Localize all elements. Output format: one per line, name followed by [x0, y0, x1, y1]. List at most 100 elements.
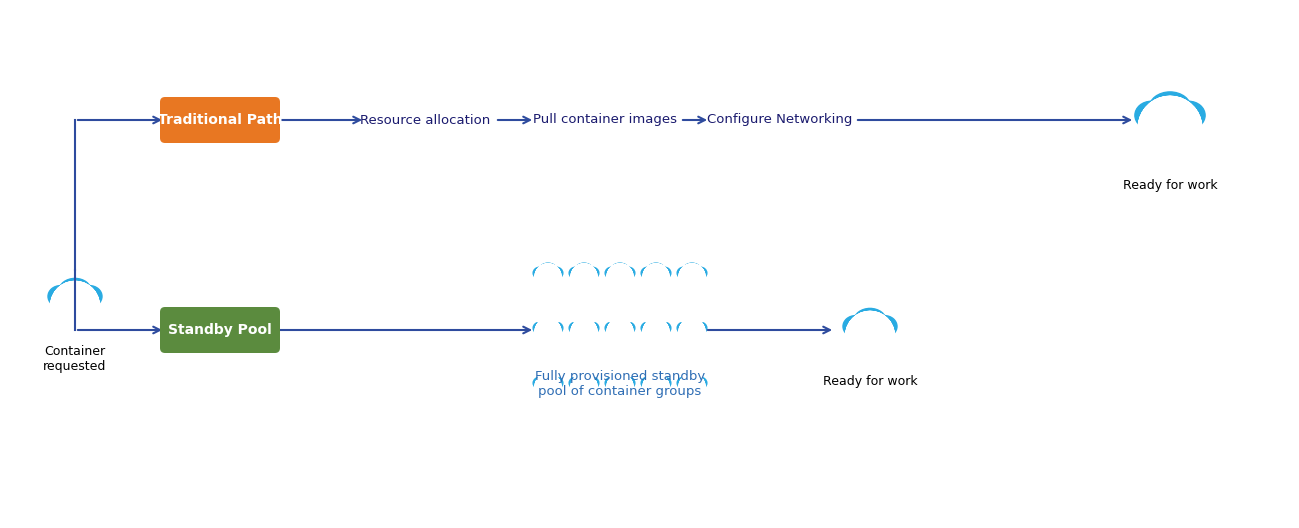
Ellipse shape: [683, 263, 701, 277]
Ellipse shape: [609, 327, 631, 343]
Ellipse shape: [569, 267, 583, 279]
FancyBboxPatch shape: [577, 348, 591, 358]
Ellipse shape: [611, 318, 629, 332]
Ellipse shape: [573, 382, 595, 398]
Bar: [1144, 131, 1196, 150]
Bar: [691, 332, 694, 337]
Ellipse shape: [646, 272, 666, 288]
Text: Ready for work: Ready for work: [822, 375, 917, 388]
FancyBboxPatch shape: [685, 293, 699, 303]
Ellipse shape: [853, 308, 886, 334]
FancyBboxPatch shape: [613, 293, 627, 303]
FancyBboxPatch shape: [650, 293, 662, 303]
Text: Traditional Path: Traditional Path: [157, 113, 282, 127]
FancyBboxPatch shape: [857, 362, 882, 380]
Bar: [618, 277, 621, 282]
FancyBboxPatch shape: [685, 348, 699, 358]
Polygon shape: [1160, 111, 1179, 125]
Ellipse shape: [677, 322, 691, 334]
Bar: [868, 334, 872, 343]
FancyBboxPatch shape: [650, 403, 662, 413]
Bar: [547, 332, 549, 337]
Ellipse shape: [646, 382, 666, 398]
Polygon shape: [68, 293, 82, 304]
Ellipse shape: [611, 263, 629, 277]
Polygon shape: [581, 381, 588, 387]
FancyBboxPatch shape: [613, 403, 627, 413]
Bar: [547, 277, 549, 282]
Ellipse shape: [646, 327, 666, 343]
Ellipse shape: [549, 267, 562, 279]
Ellipse shape: [533, 322, 547, 334]
Ellipse shape: [585, 267, 599, 279]
Bar: [681, 390, 703, 398]
Bar: [691, 277, 694, 282]
Bar: [609, 280, 631, 288]
Bar: [573, 280, 595, 288]
Ellipse shape: [642, 267, 655, 279]
Ellipse shape: [872, 316, 898, 337]
Bar: [573, 335, 595, 343]
Ellipse shape: [681, 272, 703, 288]
Bar: [73, 304, 77, 313]
Ellipse shape: [657, 377, 670, 389]
Ellipse shape: [677, 377, 691, 389]
Ellipse shape: [657, 267, 670, 279]
Ellipse shape: [621, 377, 635, 389]
Ellipse shape: [621, 322, 635, 334]
Bar: [609, 390, 631, 398]
Ellipse shape: [1144, 113, 1196, 150]
Ellipse shape: [677, 267, 691, 279]
Polygon shape: [581, 326, 588, 332]
Polygon shape: [544, 326, 552, 332]
Ellipse shape: [1148, 92, 1191, 125]
Bar: [1168, 125, 1173, 136]
Ellipse shape: [1172, 101, 1205, 129]
Ellipse shape: [851, 325, 890, 353]
Text: Pull container images: Pull container images: [533, 114, 677, 127]
Ellipse shape: [642, 322, 655, 334]
Bar: [583, 387, 585, 392]
Polygon shape: [544, 271, 552, 277]
Bar: [655, 277, 657, 282]
Ellipse shape: [585, 377, 599, 389]
Bar: [573, 390, 595, 398]
Text: Fully provisioned standby
pool of container groups: Fully provisioned standby pool of contai…: [535, 370, 705, 398]
Ellipse shape: [647, 318, 665, 332]
Ellipse shape: [549, 322, 562, 334]
Bar: [681, 335, 703, 343]
Polygon shape: [581, 271, 588, 277]
FancyBboxPatch shape: [62, 333, 87, 351]
Ellipse shape: [575, 263, 592, 277]
Polygon shape: [688, 381, 696, 387]
Bar: [655, 332, 657, 337]
Ellipse shape: [609, 382, 631, 398]
Ellipse shape: [657, 322, 670, 334]
FancyBboxPatch shape: [650, 348, 662, 358]
Ellipse shape: [585, 322, 599, 334]
Text: Container
requested: Container requested: [43, 345, 107, 373]
Ellipse shape: [647, 373, 665, 387]
Ellipse shape: [681, 327, 703, 343]
Text: Configure Networking: Configure Networking: [708, 114, 852, 127]
Ellipse shape: [536, 327, 559, 343]
Text: Standby Pool: Standby Pool: [168, 323, 271, 337]
Polygon shape: [688, 326, 696, 332]
Polygon shape: [652, 381, 660, 387]
FancyBboxPatch shape: [577, 403, 591, 413]
Ellipse shape: [539, 318, 557, 332]
Ellipse shape: [539, 373, 557, 387]
FancyBboxPatch shape: [160, 97, 281, 143]
Bar: [536, 390, 559, 398]
Ellipse shape: [539, 263, 557, 277]
Text: Ready for work: Ready for work: [1122, 178, 1217, 192]
Bar: [655, 387, 657, 392]
Bar: [618, 387, 621, 392]
Ellipse shape: [692, 267, 707, 279]
Ellipse shape: [536, 382, 559, 398]
Ellipse shape: [683, 318, 701, 332]
Ellipse shape: [605, 377, 620, 389]
Bar: [536, 335, 559, 343]
Ellipse shape: [692, 322, 707, 334]
Ellipse shape: [569, 322, 583, 334]
